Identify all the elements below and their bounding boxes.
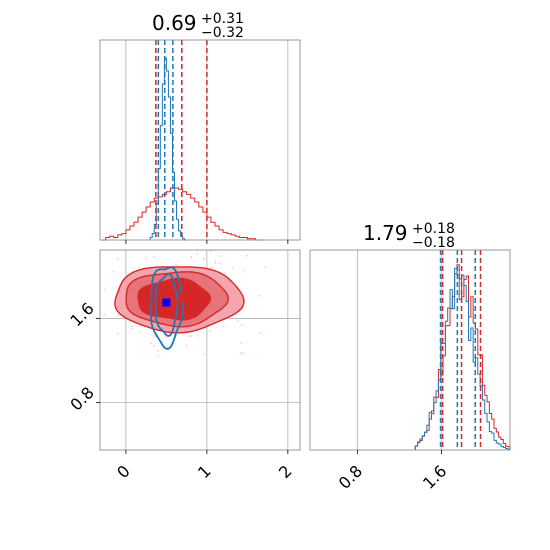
joint-blue-marker: [162, 298, 171, 307]
joint-panel-frame: [99, 249, 301, 451]
joint-sample-point: [220, 255, 222, 257]
joint-sample-point: [214, 260, 217, 262]
joint-sample-point: [214, 262, 217, 265]
joint-sample-point: [190, 335, 193, 337]
joint-sample-point: [154, 335, 157, 338]
right-panel-frame: [309, 249, 511, 451]
top-red-histogram: [101, 187, 264, 241]
joint-sample-point: [112, 270, 115, 273]
joint-sample-point: [165, 336, 168, 339]
joint-sample-point: [209, 250, 212, 252]
joint-sample-point: [153, 335, 156, 337]
joint-sample-point: [239, 352, 242, 355]
right-title-main: 1.79: [363, 221, 408, 245]
joint-sample-point: [203, 353, 205, 355]
joint-sample-point: [166, 345, 169, 348]
joint-sample-point: [218, 262, 221, 265]
right-title-plus: +0.18: [412, 221, 455, 237]
joint-sample-point: [131, 325, 133, 328]
right-x-tick-label: 0.8: [335, 461, 366, 492]
joint-sample-point: [223, 272, 226, 275]
joint-sample-point: [237, 320, 240, 322]
right-histogram-title: 1.79 +0.18 −0.18: [363, 221, 455, 251]
joint-sample-point: [174, 263, 177, 266]
joint-blue-contour-inner: [154, 273, 179, 337]
joint-sample-point: [242, 317, 245, 320]
joint-sample-point: [131, 327, 134, 330]
joint-x-tick-label: 2: [275, 461, 296, 482]
joint-contour-panel: 0 1 2 0.8 1.6: [66, 249, 301, 482]
joint-blue-contour-outer: [150, 266, 185, 350]
joint-sample-point: [152, 255, 155, 258]
joint-sample-point: [210, 266, 213, 269]
joint-sample-point: [197, 335, 200, 337]
joint-y-tick-label: 0.8: [66, 383, 97, 414]
joint-sample-point: [240, 342, 243, 345]
right-blue-histogram: [414, 267, 511, 450]
joint-sample-point: [241, 308, 244, 310]
joint-sample-point: [243, 269, 245, 272]
joint-sample-point: [117, 314, 119, 317]
joint-sample-point: [145, 256, 148, 259]
joint-sample-point: [187, 335, 190, 338]
joint-sample-point: [157, 354, 160, 357]
top-histogram-panel: [99, 39, 301, 244]
joint-sample-point: [222, 325, 225, 328]
joint-x-tick-label: 0: [113, 461, 134, 482]
joint-sample-point: [138, 330, 141, 333]
joint-red-marker: [177, 294, 186, 303]
joint-sample-point: [185, 344, 188, 347]
joint-sample-point: [258, 294, 260, 297]
top-histogram-title: 0.69 +0.31 −0.32: [152, 11, 244, 41]
joint-sample-point: [202, 257, 205, 260]
top-title-minus: −0.32: [201, 25, 244, 41]
joint-sample-point: [206, 332, 209, 335]
joint-sample-point: [259, 332, 262, 334]
joint-sample-point: [264, 266, 267, 269]
joint-sample-point: [190, 255, 193, 258]
joint-sample-point: [196, 252, 199, 255]
right-x-tick-label: 1.6: [419, 461, 450, 492]
joint-sample-point: [209, 330, 212, 333]
right-title-minus: −0.18: [412, 235, 455, 251]
top-panel-frame: [99, 39, 301, 241]
right-red-histogram: [414, 264, 511, 450]
right-histogram-panel: 0.8 1.6: [309, 249, 511, 493]
joint-x-tick-label: 1: [194, 461, 215, 482]
joint-sample-point: [116, 332, 119, 335]
joint-sample-point: [157, 350, 159, 352]
joint-sample-point: [231, 267, 234, 270]
joint-sample-point: [104, 288, 107, 291]
top-title-plus: +0.31: [201, 11, 244, 27]
joint-sample-point: [116, 257, 119, 260]
joint-y-tick-label: 1.6: [66, 299, 97, 330]
joint-sample-point: [152, 345, 155, 348]
joint-sample-point: [162, 341, 164, 343]
top-title-main: 0.69: [152, 11, 197, 35]
joint-sample-point: [103, 313, 106, 316]
joint-sample-point: [246, 254, 249, 257]
joint-sample-point: [240, 324, 243, 326]
joint-sample-point: [242, 351, 245, 354]
joint-sample-point: [150, 342, 152, 345]
